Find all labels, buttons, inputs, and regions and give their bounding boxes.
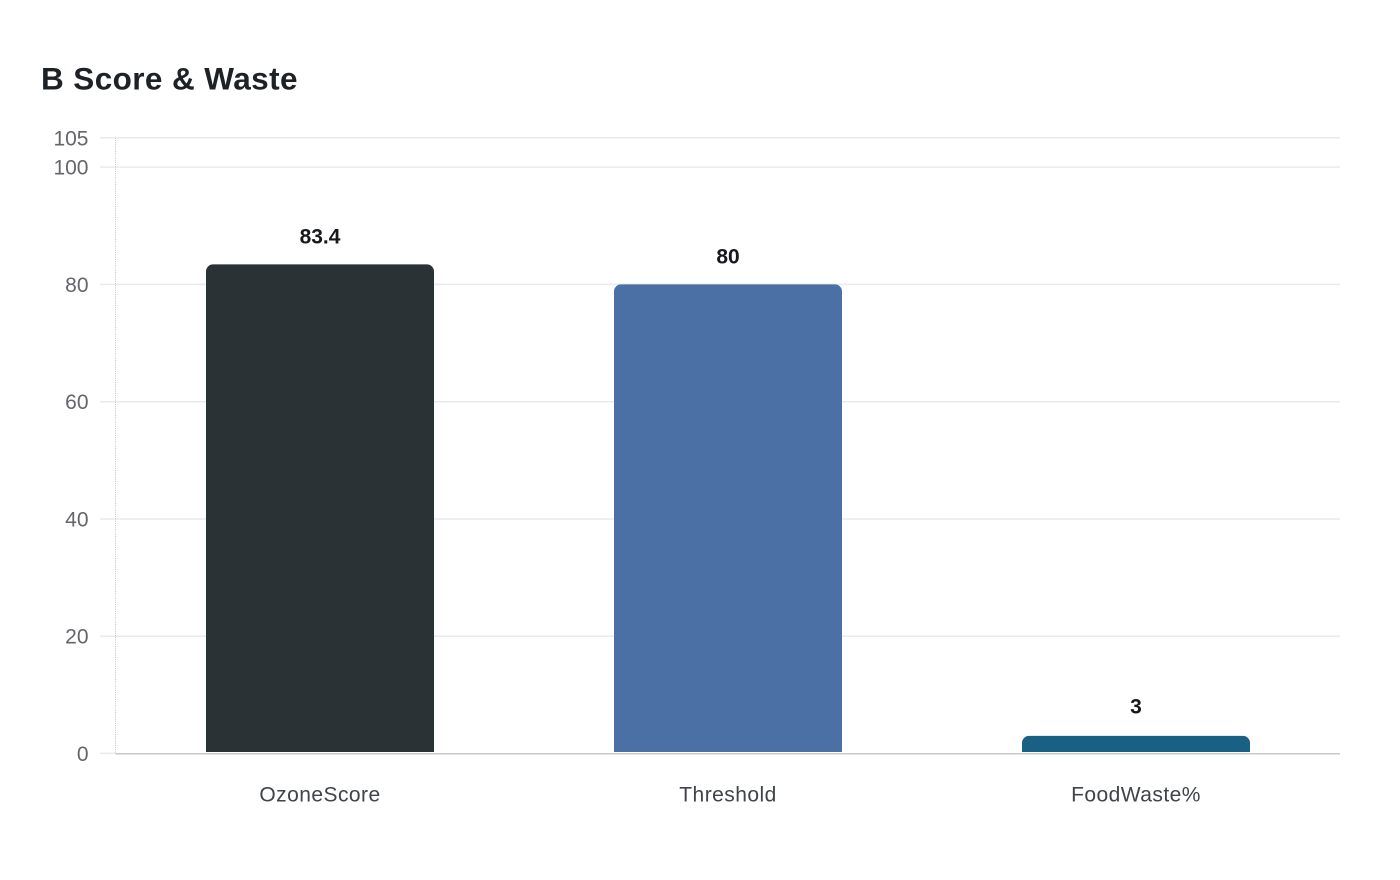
svg-text:105: 105 <box>53 127 88 150</box>
svg-text:FoodWaste%: FoodWaste% <box>1071 783 1201 806</box>
svg-text:Threshold: Threshold <box>679 783 776 806</box>
svg-text:0: 0 <box>77 743 89 766</box>
svg-text:B Score & Waste: B Score & Waste <box>41 61 298 97</box>
svg-text:OzoneScore: OzoneScore <box>259 783 380 806</box>
svg-text:80: 80 <box>716 245 739 268</box>
svg-text:40: 40 <box>65 509 88 532</box>
svg-text:3: 3 <box>1130 696 1142 719</box>
svg-text:20: 20 <box>65 626 88 649</box>
svg-text:80: 80 <box>65 274 88 297</box>
svg-text:60: 60 <box>65 391 88 414</box>
svg-text:100: 100 <box>53 157 88 180</box>
svg-text:83.4: 83.4 <box>300 226 341 249</box>
